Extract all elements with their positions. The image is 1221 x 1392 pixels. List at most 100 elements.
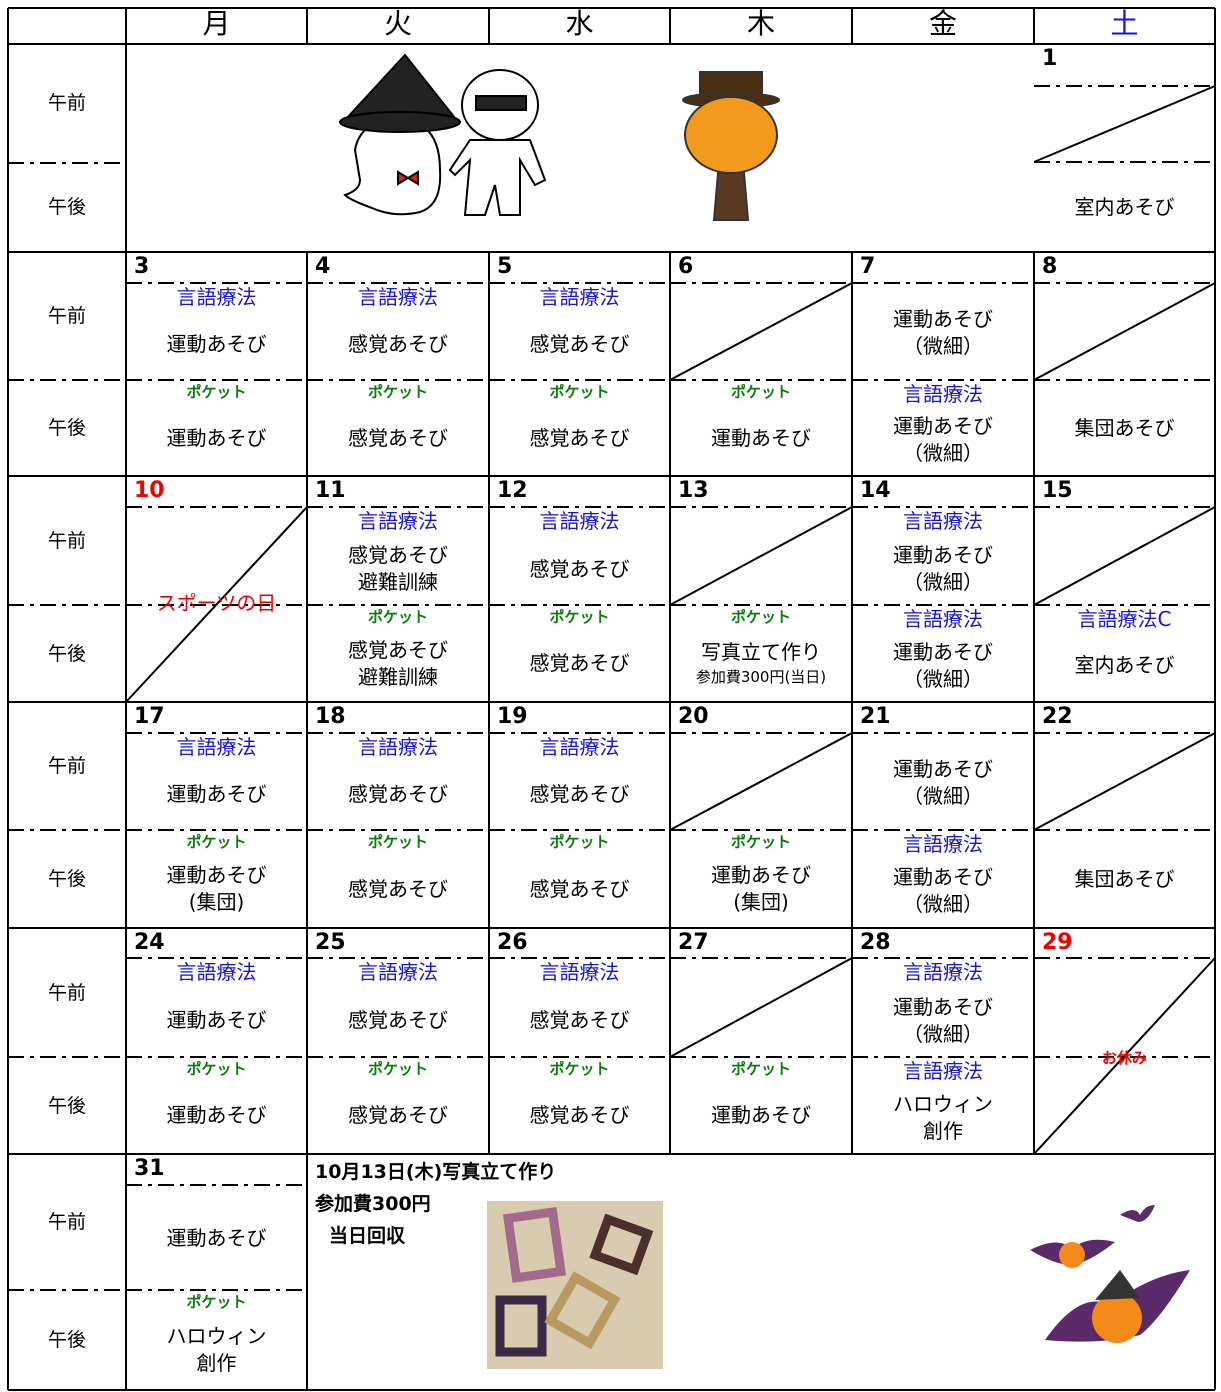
- activity-line: 創作: [196, 1351, 237, 1375]
- am-slot: 言語療法 感覚あそび: [489, 285, 670, 380]
- period-label: 午前: [47, 755, 86, 777]
- day-header: 木: [746, 7, 775, 40]
- activity-line: (集団): [188, 890, 245, 914]
- am-slot: 言語療法 感覚あそび: [489, 735, 670, 830]
- activity: 運動あそび （微細）: [893, 406, 993, 474]
- date: 11: [315, 478, 346, 503]
- am-slot: [670, 960, 852, 1057]
- therapy-label: 言語療法: [358, 960, 438, 984]
- therapy-label: 言語療法: [903, 832, 983, 856]
- activity-line: 集団あそび: [1074, 866, 1175, 891]
- therapy-label: 言語療法: [176, 735, 257, 759]
- ghost: [339, 53, 461, 216]
- period-label: 午前: [47, 305, 86, 327]
- event-note: 参加費300円: [315, 1193, 431, 1215]
- activity: 運動あそび （微細）: [893, 984, 993, 1057]
- therapy-label: 言語療法: [539, 509, 620, 533]
- am-slot: 言語療法 感覚あそび: [489, 960, 670, 1057]
- period-label: 午前: [47, 529, 86, 552]
- period-label: 午後: [47, 642, 86, 665]
- pm-slot: ポケット 写真立て作り 参加費300円(当日): [670, 607, 852, 700]
- activity-line: 感覚あそび: [348, 1103, 448, 1127]
- activity-line: 運動あそび: [166, 1226, 267, 1250]
- activity-line: 運動あそび: [166, 863, 267, 887]
- pocket-label: ポケット: [367, 383, 428, 401]
- pocket-label: ポケット: [549, 383, 610, 401]
- event-note: 当日回収: [329, 1225, 406, 1247]
- activity-line: 運動あそび: [893, 865, 993, 889]
- activity-line: 室内あそび: [1074, 194, 1175, 219]
- activity-line: 運動あそび: [166, 1008, 267, 1032]
- date: 8: [1042, 254, 1058, 279]
- activity: 感覚あそび 避難訓練: [348, 533, 448, 605]
- slash: [669, 282, 853, 381]
- period-label: 午前: [47, 981, 86, 1004]
- activity-line: 参加費300円(当日): [695, 668, 827, 686]
- date: 17: [134, 704, 165, 729]
- activity-line: 運動あそび: [166, 1103, 267, 1127]
- holiday: スポーツの日: [156, 591, 277, 615]
- pm-slot: 室内あそび: [1034, 164, 1215, 250]
- therapy-label: 言語療法C: [1077, 607, 1172, 631]
- pm-slot: ポケット 感覚あそび: [307, 832, 489, 926]
- date: 26: [497, 930, 528, 955]
- activity-line: ハロウィン: [893, 1091, 993, 1116]
- day-header: 土: [1110, 7, 1139, 40]
- date: 1: [1042, 46, 1058, 71]
- activity: 運動あそび: [167, 402, 267, 474]
- date: 15: [1042, 478, 1073, 503]
- activity-line: 運動あそび: [893, 306, 993, 331]
- activity: 運動あそび: [167, 309, 267, 380]
- date: 3: [134, 254, 150, 279]
- activity-line: 感覚あそび: [529, 1103, 630, 1127]
- pm-slot: ポケット 感覚あそび 避難訓練: [307, 607, 489, 700]
- activity: 運動あそび: [167, 984, 267, 1057]
- period-label: 午後: [47, 1094, 86, 1117]
- activity-line: 運動あそび: [893, 543, 993, 567]
- activity: 感覚あそび: [348, 759, 448, 830]
- activity-line: 運動あそび: [893, 414, 993, 438]
- activity: 感覚あそび: [530, 1079, 630, 1152]
- pm-slot: 言語療法 運動あそび （微細）: [852, 382, 1034, 474]
- am-slot: [1034, 88, 1215, 162]
- slash: [1033, 506, 1216, 606]
- activity-line: ハロウィン: [166, 1324, 267, 1348]
- date: 29: [1042, 930, 1073, 955]
- pm-slot: ポケット 感覚あそび: [489, 832, 670, 926]
- date: 24: [134, 930, 165, 955]
- activity-line: 運動あそび: [893, 756, 993, 781]
- activity-line: （微細）: [903, 333, 983, 358]
- date: 21: [860, 704, 891, 729]
- activity-line: （微細）: [903, 783, 983, 808]
- pm-slot: 集団あそび: [1034, 382, 1215, 474]
- activity-line: 感覚あそび: [348, 782, 448, 806]
- pocket-label: ポケット: [367, 833, 428, 851]
- pm-slot: ポケット ハロウィン 創作: [126, 1292, 307, 1388]
- pocket-label: ポケット: [549, 833, 610, 851]
- mummy: [448, 69, 547, 216]
- activity-line: 感覚あそび: [348, 332, 448, 356]
- activity-line: 運動あそび: [711, 1103, 811, 1127]
- pm-slot: ポケット 運動あそび (集団): [126, 832, 307, 926]
- am-slot: 言語療法 感覚あそび: [307, 735, 489, 830]
- activity: 感覚あそび: [530, 309, 630, 380]
- pm-slot: 言語療法 運動あそび （微細）: [852, 832, 1034, 926]
- activity: 感覚あそび: [530, 533, 630, 605]
- activity: 運動あそび: [167, 759, 267, 830]
- activity-line: 感覚あそび: [529, 782, 630, 806]
- pm-slot: ポケット 運動あそび: [670, 1059, 852, 1152]
- am-slot: 言語療法 感覚あそび: [307, 285, 489, 380]
- day-header: 金: [928, 7, 957, 40]
- period-label: 午後: [47, 417, 86, 439]
- pm-slot: 言語療法C 室内あそび: [1034, 607, 1215, 700]
- pm-slot: 言語療法 ハロウィン 創作: [852, 1059, 1034, 1152]
- activity: 感覚あそび: [348, 402, 448, 474]
- activity: 室内あそび: [1075, 164, 1175, 250]
- date: 6: [678, 254, 694, 279]
- pm-slot: ポケット 運動あそび: [126, 382, 307, 474]
- activity-line: （微細）: [903, 441, 983, 465]
- period-label: 午前: [47, 92, 86, 114]
- am-slot: [670, 735, 852, 830]
